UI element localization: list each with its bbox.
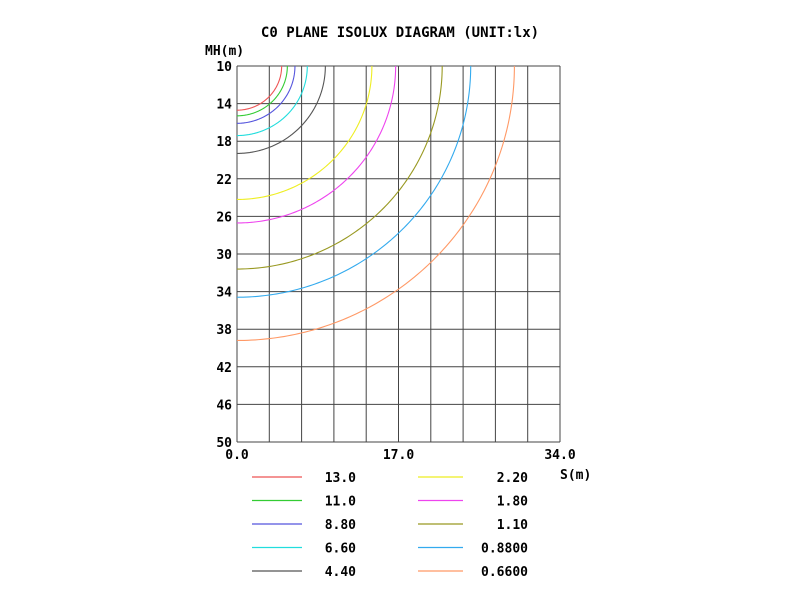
isolux-curve-8 — [236, 65, 443, 270]
x-axis-label: S(m) — [560, 468, 591, 483]
isolux-curve-4 — [236, 65, 308, 137]
legend-label-3: 8.80 — [325, 518, 356, 533]
x-tick-label: 0.0 — [225, 448, 249, 463]
plot-grid — [236, 65, 561, 443]
y-tick-labels: 10 14 18 22 26 30 34 38 42 46 50 — [216, 60, 232, 451]
isolux-curve-9 — [236, 65, 472, 298]
legend: 13.0 11.0 8.80 6.60 4.40 2.20 1.80 1.10 0.8800 0.… — [252, 471, 528, 580]
y-tick-label: 22 — [216, 173, 232, 188]
isolux-curve-10 — [236, 65, 515, 342]
isolux-curve-5 — [236, 65, 326, 154]
isolux-curve-1 — [237, 66, 283, 111]
y-tick-label: 26 — [216, 210, 232, 225]
isolux-curve-6 — [236, 65, 373, 201]
legend-label-6: 2.20 — [497, 471, 528, 486]
legend-label-1: 13.0 — [325, 471, 356, 486]
isolux-curve-7 — [236, 65, 397, 224]
chart-title: C0 PLANE ISOLUX DIAGRAM (UNIT:lx) — [261, 25, 539, 41]
legend-label-7: 1.80 — [497, 495, 528, 510]
x-tick-label: 34.0 — [544, 448, 575, 463]
legend-label-10: 0.6600 — [481, 565, 528, 580]
y-tick-label: 46 — [216, 398, 232, 413]
y-tick-label: 50 — [216, 436, 232, 451]
y-tick-label: 34 — [216, 286, 232, 301]
isolux-curve-3 — [237, 66, 296, 124]
isolux-curves — [236, 65, 515, 342]
legend-label-8: 1.10 — [497, 518, 528, 533]
y-tick-label: 10 — [216, 60, 232, 75]
y-tick-label: 14 — [216, 98, 232, 113]
x-tick-label: 17.0 — [383, 448, 414, 463]
y-axis-label: MH(m) — [205, 44, 244, 59]
y-tick-label: 18 — [216, 135, 232, 150]
y-tick-label: 30 — [216, 248, 232, 263]
isolux-curve-2 — [237, 66, 288, 117]
legend-label-2: 11.0 — [325, 495, 356, 510]
y-tick-label: 38 — [216, 323, 232, 338]
x-tick-labels: 0.0 17.0 34.0 — [225, 448, 576, 463]
legend-label-9: 0.8800 — [481, 542, 528, 557]
y-tick-label: 42 — [216, 361, 232, 376]
legend-label-5: 4.40 — [325, 565, 356, 580]
legend-label-4: 6.60 — [325, 542, 356, 557]
